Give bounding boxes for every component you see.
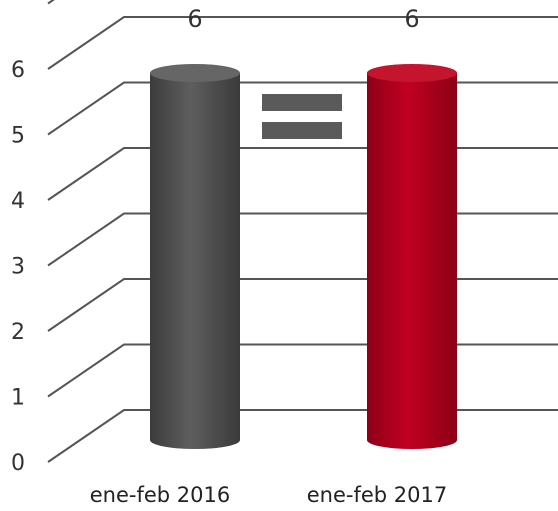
gridlines: [47, 0, 558, 463]
bar-top-2: [367, 64, 457, 82]
equals-bar-top: [262, 94, 342, 111]
bar-top-1: [150, 64, 240, 82]
category-label-1: ene-feb 2016: [90, 483, 231, 507]
y-tick-label-6: 6: [11, 58, 25, 83]
data-label-2: 6: [404, 5, 419, 33]
bar-1: [150, 64, 240, 449]
labels: 6 ene-feb 2016 6 ene-feb 2017: [90, 5, 448, 507]
gridline-7: [47, 0, 55, 5]
gridline-6: [47, 16, 558, 70]
equals-annotation: [262, 94, 342, 139]
bar-body-1: [150, 73, 240, 449]
gridline-4: [47, 147, 558, 201]
y-tick-label-4: 4: [11, 189, 25, 214]
y-tick-label-3: 3: [11, 255, 25, 280]
equals-bar-bottom: [262, 122, 342, 139]
bar-body-2: [367, 73, 457, 449]
gridline-3: [47, 212, 558, 267]
category-label-2: ene-feb 2017: [307, 483, 448, 507]
bars: [150, 64, 457, 449]
gridline-0: [47, 409, 558, 463]
y-tick-label-5: 5: [11, 124, 25, 149]
y-tick-label-2: 2: [11, 320, 25, 345]
y-axis-ticks: 0 1 2 3 4 5 6: [11, 58, 25, 476]
gridline-1: [47, 343, 558, 398]
y-tick-label-0: 0: [11, 451, 25, 476]
gridline-2: [47, 278, 558, 332]
data-label-1: 6: [187, 5, 202, 33]
bar-2: [367, 64, 457, 449]
y-tick-label-1: 1: [11, 386, 25, 411]
